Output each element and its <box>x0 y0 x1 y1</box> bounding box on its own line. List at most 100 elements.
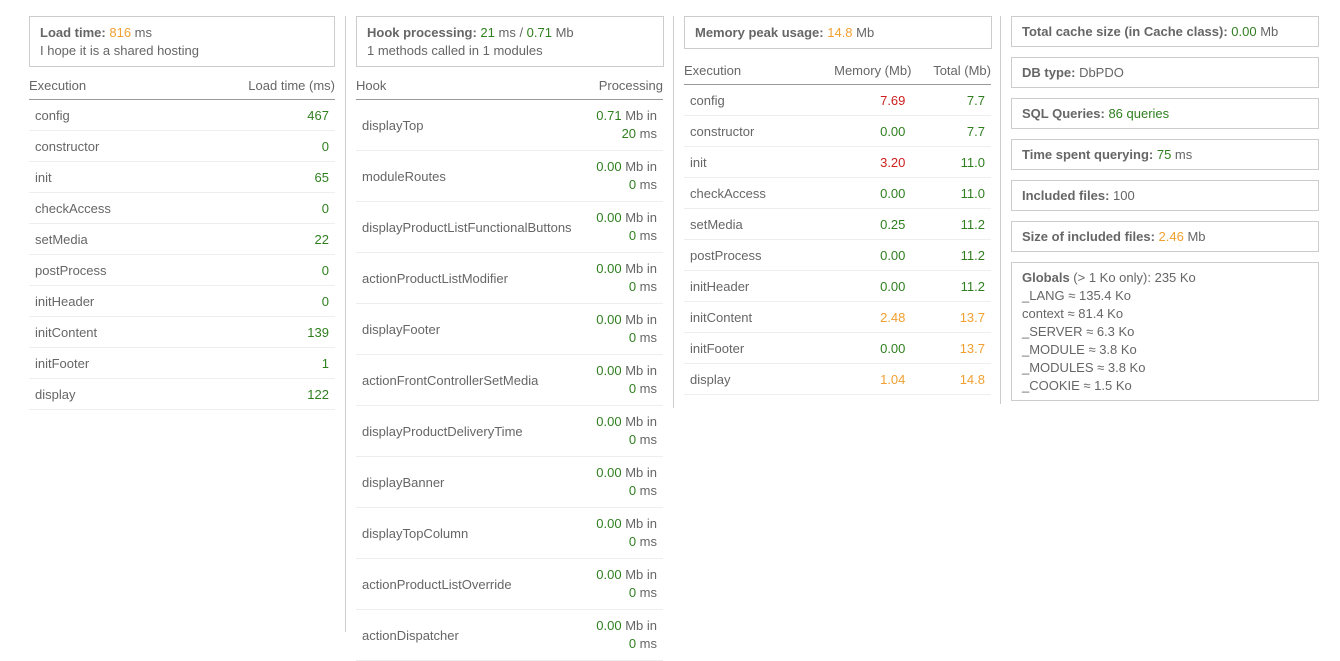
hook-name: displayTop <box>356 99 588 151</box>
total-memory-cell: 11.2 <box>911 208 991 240</box>
hook-memory-value: 0.00 <box>596 618 622 633</box>
hook-processing-cell: 0.00 Mb in 0 ms <box>587 150 663 202</box>
cache-size-unit: Mb <box>1256 24 1279 39</box>
execution-step-name: display <box>29 378 184 410</box>
hook-processing-cell: 0.00 Mb in 0 ms <box>587 252 663 304</box>
cache-size-value: 0.00 <box>1231 24 1257 39</box>
hook-processing-cell: 0.00 Mb in 0 ms <box>587 354 663 406</box>
hook-time-line: 0 ms <box>593 176 657 194</box>
hook-processing-memory-unit: Mb <box>551 25 574 40</box>
hook-processing-cell: 0.71 Mb in 20 ms <box>587 99 663 151</box>
hook-time-line: 0 ms <box>593 431 657 449</box>
hook-time-value: 0 <box>628 534 637 549</box>
load-time-value: 816 <box>109 25 132 40</box>
query-time-label: Time spent querying: <box>1022 147 1154 162</box>
hooks-table: Hook Processing displayTop 0.71 Mb in 20 m… <box>356 78 663 661</box>
load-time-label: Load time: <box>40 25 106 40</box>
hook-memory-line: 0.71 Mb in <box>593 107 657 125</box>
load-time-column: Load time: 816 ms I hope it is a shared … <box>29 16 335 410</box>
hook-memory-unit: Mb in <box>621 516 657 531</box>
memory-peak-unit: Mb <box>852 25 875 40</box>
hook-memory-unit: Mb in <box>621 567 657 582</box>
hook-memory-unit: Mb in <box>621 108 657 123</box>
table-row: setMedia 0.25 11.2 <box>684 208 991 240</box>
total-memory-cell: 7.7 <box>911 115 991 147</box>
hook-processing-box: Hook processing: 21 ms / 0.71 Mb 1 metho… <box>356 16 664 67</box>
hook-processing-cell: 0.00 Mb in 0 ms <box>587 456 663 508</box>
table-row: constructor 0 <box>29 130 335 162</box>
hook-memory-line: 0.00 Mb in <box>593 311 657 329</box>
memory-peak-value: 14.8 <box>827 25 853 40</box>
hook-memory-value: 0.00 <box>596 210 622 225</box>
execution-step-name: constructor <box>684 115 805 147</box>
hook-time-unit: ms <box>636 381 657 396</box>
execution-step-name: initHeader <box>29 285 184 317</box>
execution-step-name: initContent <box>29 316 184 348</box>
hook-memory-unit: Mb in <box>621 618 657 633</box>
load-time-cell: 0 <box>183 130 335 162</box>
memory-cell: 1.04 <box>805 363 912 395</box>
execution-step-name: checkAccess <box>29 192 184 224</box>
hook-memory-line: 0.00 Mb in <box>593 617 657 635</box>
hook-time-value: 0 <box>628 330 637 345</box>
column-header-memory: Memory (Mb) <box>805 63 912 85</box>
hook-memory-unit: Mb in <box>621 210 657 225</box>
cache-size-box: Total cache size (in Cache class): 0.00 … <box>1011 16 1319 47</box>
db-type-label: DB type: <box>1022 65 1076 80</box>
hook-memory-value: 0.71 <box>596 108 622 123</box>
load-time-cell: 65 <box>183 161 335 193</box>
total-memory-cell: 13.7 <box>911 301 991 333</box>
total-memory-cell: 11.2 <box>911 270 991 302</box>
table-row: initContent 139 <box>29 316 335 348</box>
load-time-cell: 467 <box>183 99 335 131</box>
hook-name: actionProductListOverride <box>356 558 588 610</box>
included-files-box: Included files: 100 <box>1011 180 1319 211</box>
hook-memory-line: 0.00 Mb in <box>593 464 657 482</box>
column-header-total: Total (Mb) <box>911 63 991 85</box>
execution-step-name: init <box>684 146 805 178</box>
hook-time-value: 0 <box>628 279 637 294</box>
hook-name: displayTopColumn <box>356 507 588 559</box>
hook-time-line: 0 ms <box>593 635 657 653</box>
total-memory-cell: 14.8 <box>911 363 991 395</box>
table-row: actionProductListModifier 0.00 Mb in 0 ms <box>356 252 663 304</box>
hook-processing-time-unit: ms / <box>494 25 527 40</box>
included-files-size-label: Size of included files: <box>1022 229 1155 244</box>
load-time-cell: 0 <box>183 192 335 224</box>
hook-time-value: 0 <box>628 432 637 447</box>
hook-memory-value: 0.00 <box>596 516 622 531</box>
load-time-cell: 139 <box>183 316 335 348</box>
memory-cell: 2.48 <box>805 301 912 333</box>
total-memory-cell: 7.7 <box>911 84 991 116</box>
hook-time-unit: ms <box>636 585 657 600</box>
globals-item: context ≈ 81.4 Ko <box>1022 306 1124 321</box>
hook-memory-line: 0.00 Mb in <box>593 362 657 380</box>
hook-name: actionFrontControllerSetMedia <box>356 354 588 406</box>
execution-step-name: display <box>684 363 805 395</box>
table-row: init 65 <box>29 161 335 193</box>
hook-time-line: 0 ms <box>593 482 657 500</box>
hook-time-value: 0 <box>628 228 637 243</box>
load-time-cell: 0 <box>183 285 335 317</box>
hook-memory-unit: Mb in <box>621 312 657 327</box>
hook-name: displayProductListFunctionalButtons <box>356 201 588 253</box>
load-time-unit: ms <box>131 25 153 40</box>
table-row: initContent 2.48 13.7 <box>684 301 991 333</box>
hook-time-unit: ms <box>636 432 657 447</box>
table-row: displayTopColumn 0.00 Mb in 0 ms <box>356 507 663 559</box>
hook-processing-cell: 0.00 Mb in 0 ms <box>587 405 663 457</box>
globals-summary: (> 1 Ko only): 235 Ko <box>1069 270 1196 285</box>
execution-step-name: initFooter <box>684 332 805 364</box>
hook-memory-value: 0.00 <box>596 159 622 174</box>
table-row: actionProductListOverride 0.00 Mb in 0 ms <box>356 558 663 610</box>
hook-processing-column: Hook processing: 21 ms / 0.71 Mb 1 metho… <box>345 16 664 661</box>
memory-cell: 0.00 <box>805 332 912 364</box>
query-time-value: 75 <box>1153 147 1172 162</box>
hook-time-unit: ms <box>636 483 657 498</box>
execution-step-name: setMedia <box>684 208 805 240</box>
hook-processing-cell: 0.00 Mb in 0 ms <box>587 201 663 253</box>
hook-memory-line: 0.00 Mb in <box>593 413 657 431</box>
memory-peak-box: Memory peak usage: 14.8 Mb <box>684 16 992 49</box>
hook-memory-line: 0.00 Mb in <box>593 158 657 176</box>
globals-item: _SERVER ≈ 6.3 Ko <box>1022 324 1135 339</box>
